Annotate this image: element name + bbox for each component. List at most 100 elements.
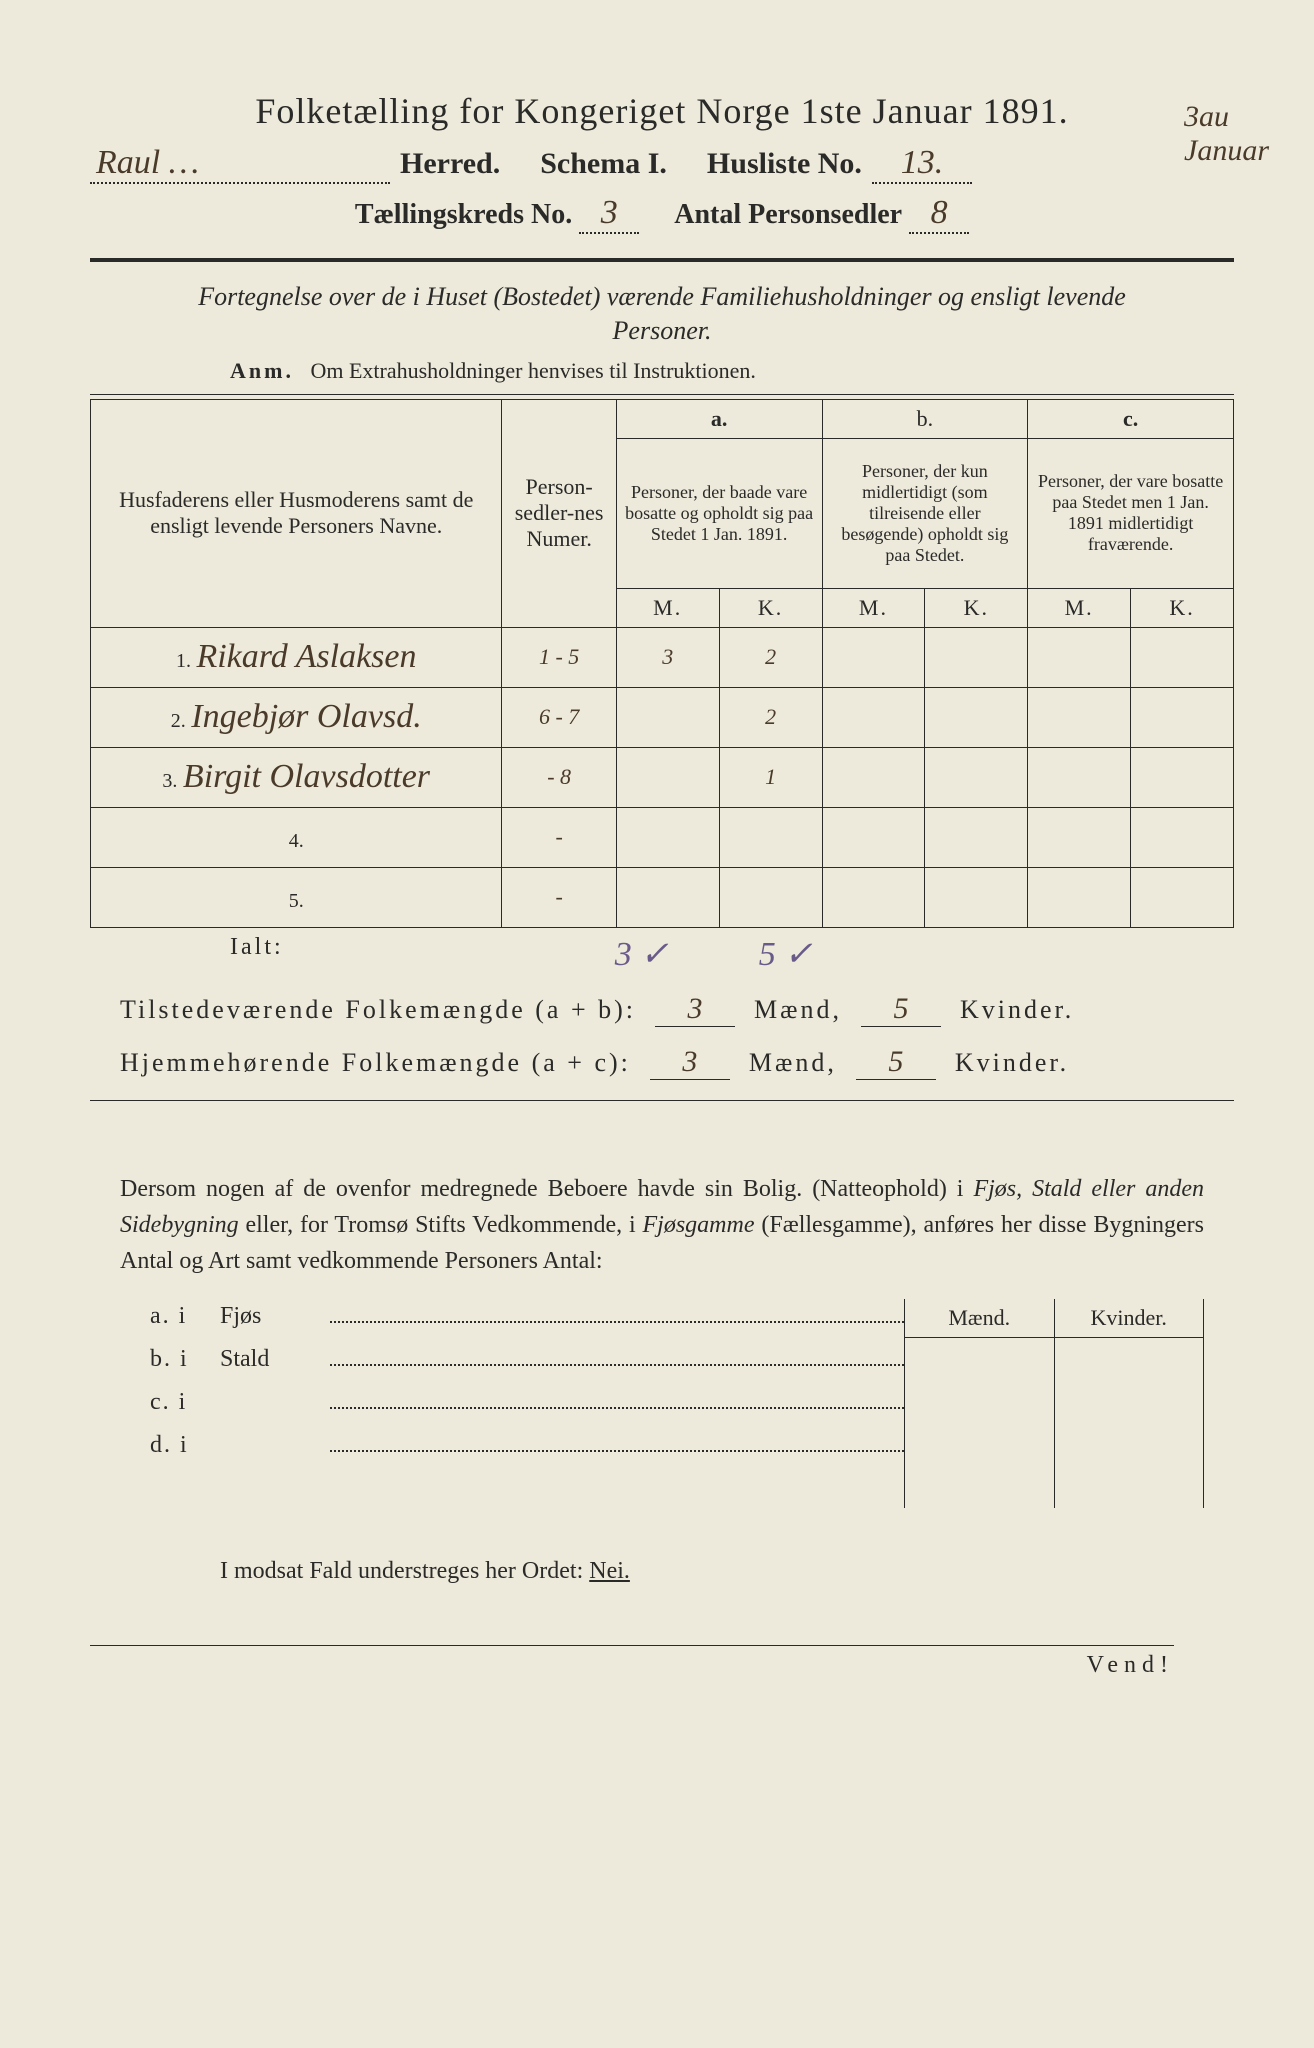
th-aK: K. [719, 588, 822, 627]
row-bM [822, 687, 925, 747]
th-bM: M. [822, 588, 925, 627]
margin-annotation: 3au Januar [1184, 100, 1284, 168]
kvinder-word2: Kvinder. [955, 1048, 1069, 1077]
hjemme-m: 3 [650, 1045, 730, 1080]
row-aM [616, 687, 719, 747]
row-name: 2. Ingebjør Olavsd. [91, 687, 502, 747]
row-cM [1028, 687, 1131, 747]
row-bK [925, 867, 1028, 927]
th-aM: M. [616, 588, 719, 627]
sidebygn-dots [330, 1428, 904, 1452]
sidebygn-dots [330, 1385, 904, 1409]
col-maend-head: Mænd. [905, 1299, 1054, 1338]
row-cK [1131, 807, 1234, 867]
th-cK: K. [1131, 588, 1234, 627]
row-num: 1 - 5 [502, 627, 616, 687]
ialt-label: Ialt: [90, 934, 525, 974]
th-cM: M. [1028, 588, 1131, 627]
anm-line: Anm. Om Extrahusholdninger henvises til … [230, 358, 1234, 384]
row-name: 4. [91, 807, 502, 867]
herred-label: Herred. [400, 147, 500, 181]
th-c-lbl: c. [1028, 399, 1234, 438]
divider-thin2 [90, 1100, 1234, 1101]
table-row: 3. Birgit Olavsdotter- 81 [91, 747, 1234, 807]
divider-thin [90, 394, 1234, 395]
row-bM [822, 807, 925, 867]
herred-handwritten: Raul … [90, 144, 390, 184]
margin-bot-note: Januar [1184, 134, 1269, 167]
sidebygn-cat: Stald [220, 1346, 330, 1373]
row-num: 6 - 7 [502, 687, 616, 747]
row-cK [1131, 627, 1234, 687]
row-bM [822, 627, 925, 687]
th-b-letter: b. [917, 406, 934, 431]
row-name: 3. Birgit Olavsdotter [91, 747, 502, 807]
sidebygn-lbl: b. i [150, 1346, 220, 1373]
th-a-letter: a. [711, 406, 728, 431]
row-aK: 2 [719, 627, 822, 687]
tilstede-line: Tilstedeværende Folkemængde (a + b): 3 M… [120, 992, 1234, 1027]
fortegnelse-heading: Fortegnelse over de i Huset (Bostedet) v… [150, 280, 1174, 348]
row-name: 1. Rikard Aslaksen [91, 627, 502, 687]
sidebygn-block: a. iFjøsb. iStaldc. id. i Mænd. Kvinder. [150, 1299, 1204, 1508]
row-num: - 8 [502, 747, 616, 807]
antal-label: Antal Personsedler [674, 199, 902, 230]
row-bK [925, 807, 1028, 867]
ialt-aK: 5 ✓ [759, 934, 813, 974]
sidebygn-dots [330, 1342, 904, 1366]
sidebygn-lbl: c. i [150, 1389, 220, 1416]
hjemme-label: Hjemmehørende Folkemængde (a + c): [120, 1048, 631, 1077]
row-cK [1131, 867, 1234, 927]
modsat-line: I modsat Fald understreges her Ordet: Ne… [220, 1558, 1234, 1585]
sidebygn-row: d. i [150, 1428, 904, 1459]
vend-footer: Vend! [90, 1645, 1174, 1679]
row-cM [1028, 807, 1131, 867]
sidebygn-row: c. i [150, 1385, 904, 1416]
kreds-no: 3 [579, 194, 639, 234]
herred-line: Raul … Herred. Schema I. Husliste No. 13… [90, 144, 1234, 184]
tilstede-label: Tilstedeværende Folkemængde (a + b): [120, 995, 636, 1024]
sidebygn-list: a. iFjøsb. iStaldc. id. i [150, 1299, 904, 1508]
sidebygn-lbl: a. i [150, 1303, 220, 1330]
row-aK: 2 [719, 687, 822, 747]
dersom-i2: Fjøsgamme [643, 1212, 755, 1238]
dersom-paragraph: Dersom nogen af de ovenfor medregnede Be… [120, 1171, 1204, 1279]
modsat-text: I modsat Fald understreges her Ordet: [220, 1558, 589, 1584]
tilstede-m: 3 [655, 992, 735, 1027]
sidebygn-cat: Fjøs [220, 1303, 330, 1330]
row-aM [616, 867, 719, 927]
row-num: - [502, 867, 616, 927]
row-bM [822, 867, 925, 927]
th-c-letter: c. [1123, 406, 1138, 431]
col-kvinder: Kvinder. [1055, 1299, 1204, 1508]
census-table: Husfaderens eller Husmoderens samt de en… [90, 399, 1234, 928]
th-b: Personer, der kun midlertidigt (som tilr… [822, 438, 1028, 588]
husliste-label: Husliste No. [707, 147, 862, 181]
sidebygn-cols: Mænd. Kvinder. [904, 1299, 1204, 1508]
census-form-page: 3au Januar Folketælling for Kongeriget N… [0, 0, 1314, 2048]
sidebygn-row: a. iFjøs [150, 1299, 904, 1330]
antal-value: 8 [909, 194, 969, 234]
row-name: 5. [91, 867, 502, 927]
th-a-lbl: a. [616, 399, 822, 438]
th-num: Person-sedler-nes Numer. [502, 399, 616, 627]
row-bM [822, 747, 925, 807]
row-aM [616, 807, 719, 867]
page-title: Folketælling for Kongeriget Norge 1ste J… [90, 90, 1234, 132]
kreds-line: Tællingskreds No. 3 Antal Personsedler 8 [90, 194, 1234, 234]
sidebygn-lbl: d. i [150, 1432, 220, 1459]
row-num: - [502, 807, 616, 867]
dersom-t2: eller, for Tromsø Stifts Vedkommende, i [239, 1212, 643, 1238]
row-cM [1028, 747, 1131, 807]
sidebygn-dots [330, 1299, 904, 1323]
anm-label: Anm. [230, 358, 294, 383]
divider [90, 258, 1234, 262]
th-bK: K. [925, 588, 1028, 627]
col-kvinder-head: Kvinder. [1055, 1299, 1204, 1338]
sidebygn-row: b. iStald [150, 1342, 904, 1373]
row-bK [925, 627, 1028, 687]
th-name-text: Husfaderens eller Husmoderens samt de en… [119, 487, 473, 538]
row-aK [719, 807, 822, 867]
hjemme-k: 5 [856, 1045, 936, 1080]
col-maend: Mænd. [905, 1299, 1055, 1508]
